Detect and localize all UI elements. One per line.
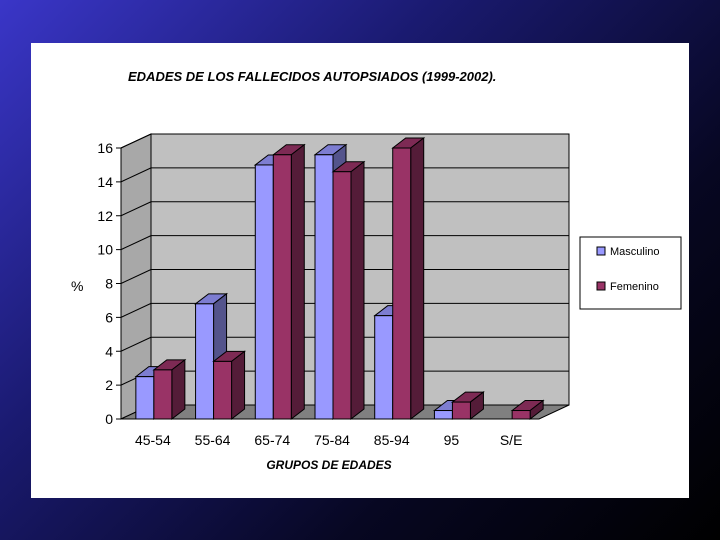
bar-front	[272, 154, 292, 420]
y-tick-label: 4	[105, 343, 113, 359]
bar-front	[213, 360, 233, 420]
bar	[152, 358, 187, 421]
y-axis-title: %	[71, 278, 83, 294]
x-tick-label: 95	[444, 432, 460, 448]
chart-title: EDADES DE LOS FALLECIDOS AUTOPSIADOS (19…	[128, 69, 496, 84]
bars	[134, 136, 545, 421]
legend-swatch	[596, 246, 606, 256]
bar	[391, 136, 426, 421]
gridline	[120, 269, 152, 284]
y-tick-label: 2	[105, 377, 113, 393]
y-tick-label: 14	[97, 174, 113, 190]
y-tick-label: 8	[105, 276, 113, 292]
chart-slide: EDADES DE LOS FALLECIDOS AUTOPSIADOS (19…	[31, 43, 689, 498]
gridline	[120, 302, 152, 318]
y-tick-label: 10	[97, 242, 113, 258]
y-tick-label: 12	[97, 208, 113, 224]
bar	[331, 160, 366, 421]
bar-front	[332, 171, 352, 420]
bar-front	[135, 376, 155, 420]
bar-side	[290, 143, 305, 421]
legend-label: Masculino	[610, 246, 660, 258]
bar-chart: EDADES DE LOS FALLECIDOS AUTOPSIADOS (19…	[71, 69, 682, 472]
x-tick-label: 65-74	[254, 432, 290, 448]
bar-front	[433, 410, 453, 420]
x-axis-title: GRUPOS DE EDADES	[266, 458, 391, 472]
bar	[212, 350, 247, 421]
x-tick-label: 75-84	[314, 432, 350, 448]
bar-front	[195, 303, 215, 420]
bar-front	[392, 147, 412, 420]
bar-side	[171, 358, 186, 421]
bar-front	[254, 164, 274, 420]
bar-side	[410, 136, 425, 421]
bar-front	[153, 369, 173, 420]
x-tick-label: 45-54	[135, 432, 171, 448]
bar-side	[350, 160, 365, 421]
gridline	[120, 167, 152, 183]
gridline	[120, 336, 152, 352]
y-tick-label: 16	[97, 140, 113, 156]
legend-swatch	[596, 281, 606, 291]
bar-front	[511, 410, 531, 420]
legend-label: Femenino	[610, 281, 659, 293]
bar	[271, 143, 306, 421]
gridline	[120, 133, 152, 149]
x-tick-label: S/E	[500, 432, 523, 448]
x-axis: 45-54 55-64 65-74 75-84 85-94 95 S/E	[121, 418, 539, 448]
x-tick-label: 55-64	[195, 432, 231, 448]
gridline	[120, 201, 152, 217]
legend: Masculino Femenino	[579, 236, 682, 310]
bar-front	[374, 315, 394, 420]
bar-front	[451, 401, 471, 420]
y-tick-label: 6	[105, 309, 113, 325]
bar-side	[231, 350, 246, 421]
gridline	[120, 235, 152, 251]
y-tick-label: 0	[105, 411, 113, 427]
y-axis: 0 2 4 6 8 10 12 14 16	[97, 140, 122, 427]
x-tick-label: 85-94	[374, 432, 410, 448]
bar-front	[314, 154, 334, 420]
bar	[510, 399, 545, 421]
